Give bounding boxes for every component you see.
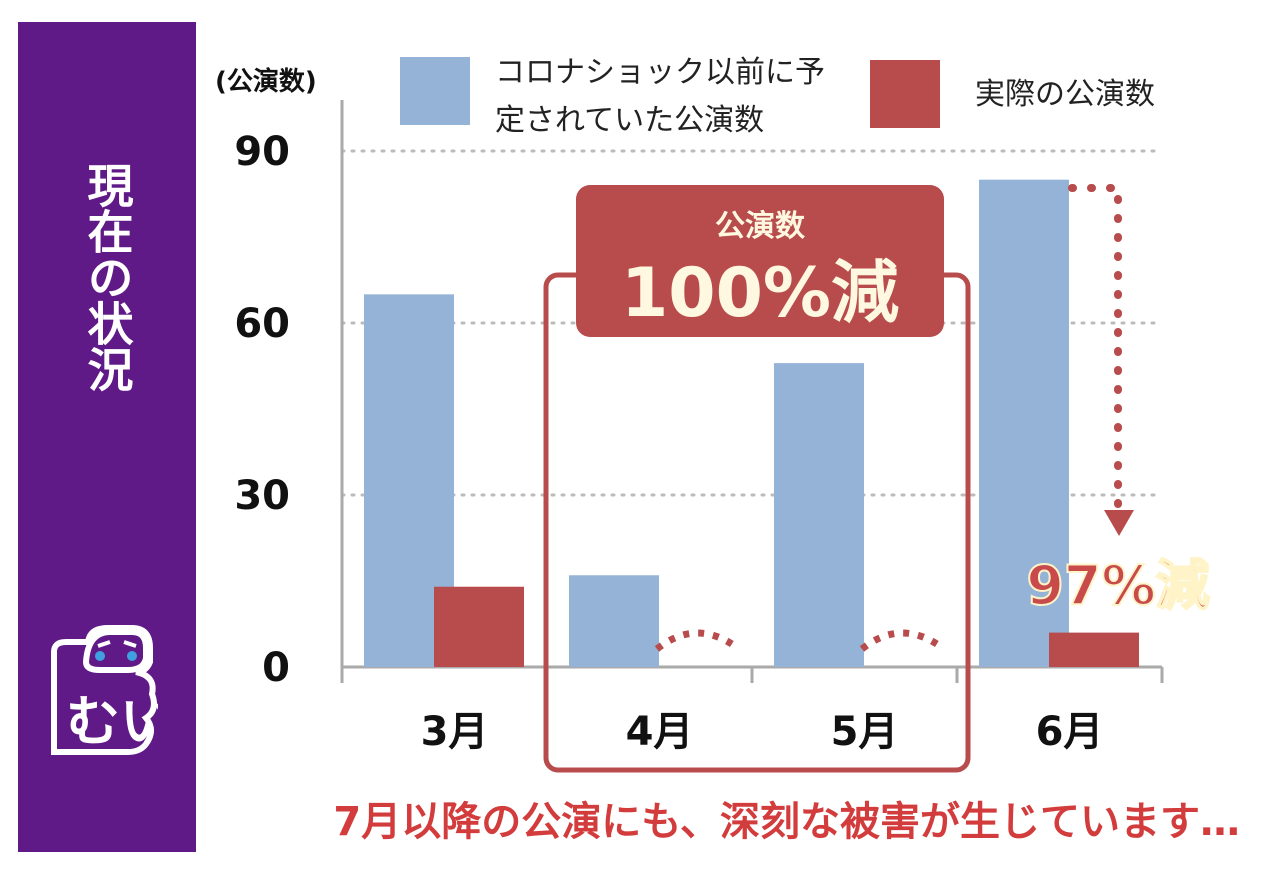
legend-swatch-planned xyxy=(400,57,470,125)
y-tick-label: 0 xyxy=(262,645,290,691)
zero-mark xyxy=(859,629,947,652)
arrow-head-icon xyxy=(1104,510,1134,536)
y-tick-label: 90 xyxy=(234,129,290,175)
footer-note: 7月以降の公演にも、深刻な被害が生じています… xyxy=(333,799,1240,845)
y-axis-label: (公演数) xyxy=(215,66,317,97)
callout-label: 公演数 xyxy=(715,209,806,244)
legend-swatch-actual xyxy=(870,60,940,128)
y-tick-label: 30 xyxy=(234,473,290,519)
legend-label-actual: 実際の公演数 xyxy=(975,77,1155,112)
callout-box xyxy=(576,185,944,337)
bar-planned xyxy=(774,363,864,667)
dotted-arrow xyxy=(1068,184,1122,509)
sidebar: 現在の状況 むい xyxy=(18,22,196,852)
x-tick-label: 4月 xyxy=(626,709,694,755)
bar-actual xyxy=(434,586,524,667)
zero-mark xyxy=(654,629,742,652)
bar-planned xyxy=(569,575,659,667)
y-tick-label: 60 xyxy=(234,301,290,347)
x-tick-label: 5月 xyxy=(831,709,899,755)
x-tick-label: 3月 xyxy=(421,709,489,755)
bar-planned xyxy=(979,179,1069,667)
logo-text: むい xyxy=(66,690,158,753)
x-tick-label: 6月 xyxy=(1036,709,1104,755)
legend-label-planned-line2: 定されていた公演数 xyxy=(495,103,764,138)
crying-face-logo-icon: むい xyxy=(51,625,158,755)
reduction-label: 97%減 xyxy=(1026,554,1209,617)
sidebar-title: 現在の状況 xyxy=(80,162,135,392)
legend-label-planned-line1: コロナショック以前に予 xyxy=(495,55,825,90)
callout-value: 100%減 xyxy=(621,254,899,333)
bar-actual xyxy=(1049,632,1139,667)
highlight-box xyxy=(543,272,971,773)
